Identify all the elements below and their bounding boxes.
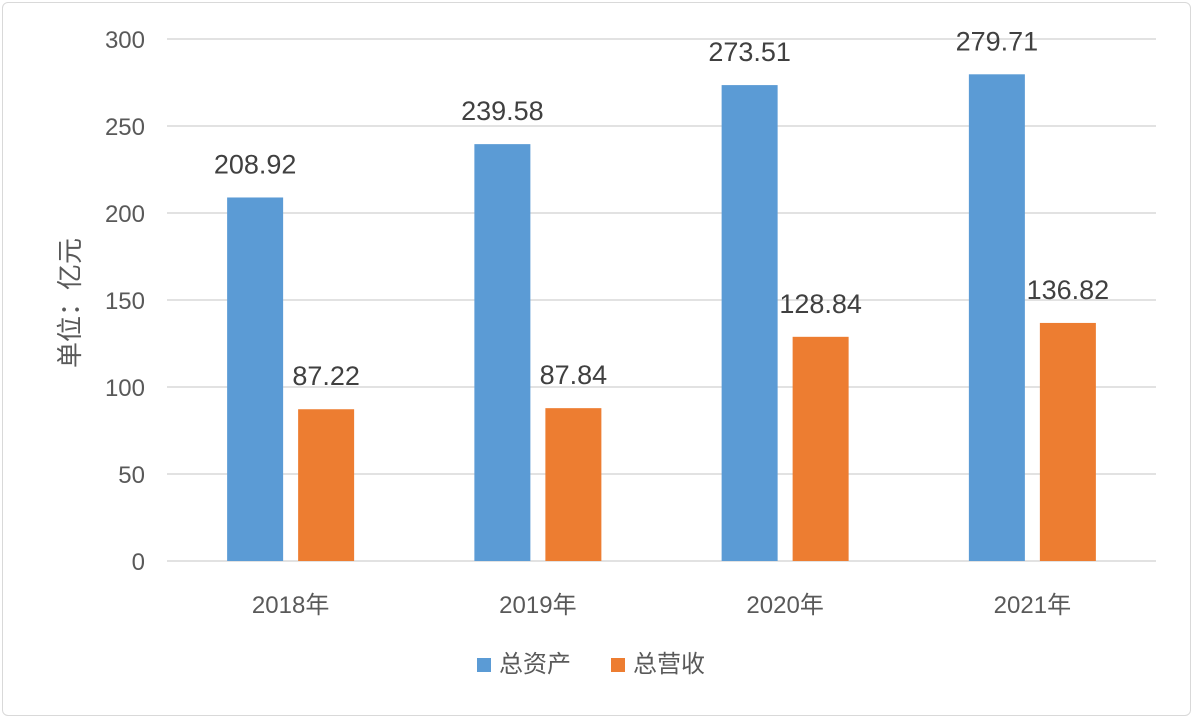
bar — [721, 85, 778, 562]
legend: 总资产 总营收 — [477, 650, 705, 678]
y-tick-label: 150 — [105, 288, 145, 315]
data-label: 128.84 — [779, 289, 862, 319]
bar-chart: 0 50 100 150 200 250 300 208.92 87.22 239.58 87.8… — [56, 26, 1156, 678]
x-tick-label: 2020年 — [746, 592, 823, 619]
data-label: 239.58 — [461, 96, 544, 126]
bar — [792, 336, 849, 561]
data-label: 87.22 — [292, 361, 360, 391]
legend-label: 总营收 — [633, 650, 705, 678]
data-label: 273.51 — [708, 37, 791, 67]
x-tick-label: 2021年 — [994, 592, 1071, 619]
y-axis-title: 单位：亿元 — [56, 238, 86, 368]
legend-swatch — [477, 658, 491, 672]
bar — [298, 409, 355, 561]
y-tick-label: 300 — [105, 27, 145, 54]
bar — [1039, 322, 1096, 561]
legend-swatch — [611, 658, 625, 672]
data-label: 136.82 — [1027, 275, 1110, 305]
data-labels: 208.92 87.22 239.58 87.84 273.51 128.84 279.71… — [214, 26, 1109, 391]
y-tick-label: 100 — [105, 375, 145, 402]
y-tick-label: 250 — [105, 114, 145, 141]
data-label: 279.71 — [956, 26, 1039, 56]
x-tick-label: 2019年 — [499, 592, 576, 619]
bar — [474, 144, 531, 561]
y-tick-label: 0 — [132, 549, 145, 576]
y-tick-label: 200 — [105, 201, 145, 228]
bar — [968, 74, 1025, 562]
y-axis-ticks: 0 50 100 150 200 250 300 — [105, 27, 145, 576]
x-tick-label: 2018年 — [252, 592, 329, 619]
bar — [545, 408, 602, 561]
legend-label: 总资产 — [499, 650, 571, 678]
x-axis-ticks: 2018年 2019年 2020年 2021年 — [252, 592, 1071, 619]
bar — [227, 197, 284, 562]
y-tick-label: 50 — [118, 462, 145, 489]
bars — [227, 74, 1096, 562]
data-label: 87.84 — [540, 360, 608, 390]
data-label: 208.92 — [214, 149, 297, 179]
